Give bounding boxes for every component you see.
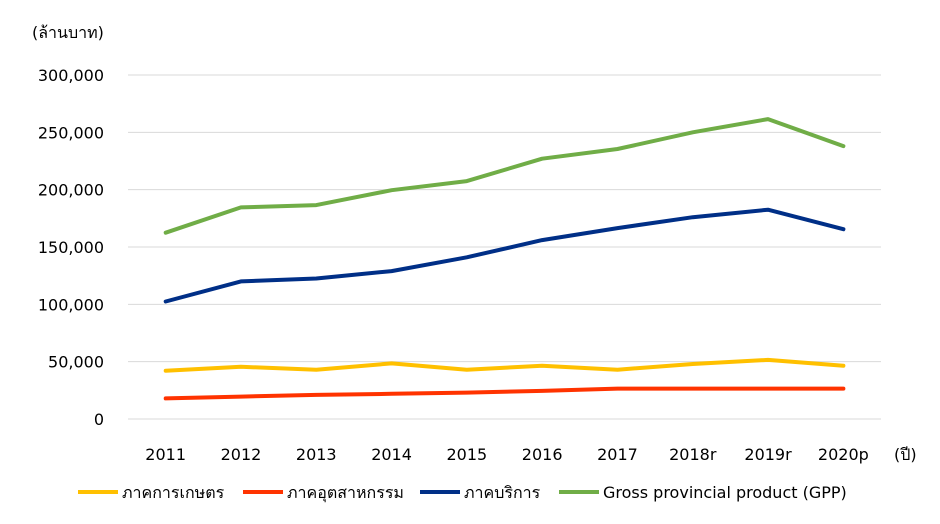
data-point-1-4 — [466, 392, 468, 394]
data-point-3-7 — [692, 131, 694, 133]
data-point-0-9 — [842, 365, 844, 367]
legend-label-2: ภาคบริการ — [464, 483, 541, 502]
data-point-3-3 — [391, 189, 393, 191]
x-axis-ticks: 2011 2012 2013 2014 2015 2016 2017 2018r 2019r 20… — [145, 445, 868, 464]
data-point-1-0 — [165, 397, 167, 399]
series-line-0 — [163, 357, 846, 373]
data-point-1-5 — [541, 390, 543, 392]
y-axis-ticks: 0 50,000 100,000 150,000 200,000 250,000 300,0… — [38, 66, 104, 429]
data-point-3-4 — [466, 180, 468, 182]
data-point-2-2 — [315, 278, 317, 280]
y-tick-label: 200,000 — [38, 181, 104, 200]
data-point-0-5 — [541, 365, 543, 367]
data-point-0-3 — [391, 362, 393, 364]
series-line-2 — [163, 207, 846, 304]
data-point-2-7 — [692, 216, 694, 218]
data-point-3-8 — [767, 118, 769, 120]
data-point-2-4 — [466, 256, 468, 258]
data-point-3-6 — [616, 148, 618, 150]
data-point-1-3 — [391, 393, 393, 395]
data-point-3-2 — [315, 204, 317, 206]
data-point-0-0 — [165, 370, 167, 372]
legend-label-1: ภาคอุตสาหกรรม — [287, 483, 404, 503]
gridlines — [128, 74, 881, 420]
data-point-2-3 — [391, 270, 393, 272]
data-point-0-7 — [692, 363, 694, 365]
data-point-2-6 — [616, 227, 618, 229]
y-tick-label: 300,000 — [38, 66, 104, 85]
series-line-3 — [163, 117, 846, 235]
x-tick-label: 2014 — [371, 445, 412, 464]
x-tick-label: 2011 — [145, 445, 186, 464]
data-point-2-1 — [240, 280, 242, 282]
data-point-2-8 — [767, 209, 769, 211]
data-point-3-0 — [165, 232, 167, 234]
series-lines — [163, 117, 846, 401]
data-point-1-9 — [842, 388, 844, 390]
x-tick-label: 2019r — [744, 445, 792, 464]
x-tick-label: 2012 — [221, 445, 262, 464]
data-point-1-8 — [767, 388, 769, 390]
legend-label-3: Gross provincial product (GPP) — [603, 483, 847, 502]
data-point-0-8 — [767, 359, 769, 361]
y-axis-title: (ล้านบาท) — [32, 23, 104, 42]
x-tick-label: 2017 — [597, 445, 638, 464]
data-point-1-1 — [240, 396, 242, 398]
y-tick-label: 100,000 — [38, 295, 104, 314]
legend: ภาคการเกษตร ภาคอุตสาหกรรม ภาคบริการ Gross p… — [78, 483, 847, 503]
data-point-3-1 — [240, 206, 242, 208]
data-point-2-5 — [541, 239, 543, 241]
data-point-1-7 — [692, 388, 694, 390]
x-tick-label: 2016 — [522, 445, 563, 464]
x-tick-label: 2018r — [669, 445, 717, 464]
x-tick-label: 2020p — [818, 445, 869, 464]
x-tick-label: 2013 — [296, 445, 337, 464]
data-point-3-5 — [541, 158, 543, 160]
y-tick-label: 250,000 — [38, 123, 104, 142]
data-point-1-2 — [315, 394, 317, 396]
x-tick-label: 2015 — [446, 445, 487, 464]
data-point-0-6 — [616, 369, 618, 371]
y-tick-label: 150,000 — [38, 238, 104, 257]
legend-label-0: ภาคการเกษตร — [122, 483, 225, 502]
y-tick-label: 0 — [94, 410, 104, 429]
data-point-0-4 — [466, 369, 468, 371]
data-point-2-9 — [842, 228, 844, 230]
y-tick-label: 50,000 — [48, 353, 104, 372]
x-axis-title: (ปี) — [894, 445, 917, 464]
data-point-3-9 — [842, 145, 844, 147]
data-point-2-0 — [165, 300, 167, 302]
data-point-1-6 — [616, 388, 618, 390]
data-point-0-2 — [315, 369, 317, 371]
data-point-0-1 — [240, 366, 242, 368]
series-line-1 — [163, 386, 846, 401]
